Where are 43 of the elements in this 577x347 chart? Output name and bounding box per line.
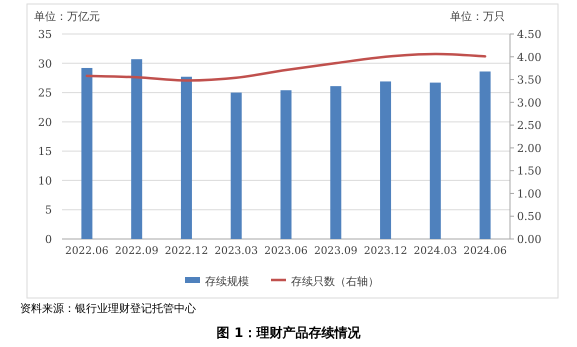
text: 资料来源：银行业理财登记托管中心	[20, 302, 196, 315]
y-tick-label: 15	[38, 145, 52, 158]
x-tick-label: 2023.06	[264, 245, 308, 257]
x-tick-label: 2022.12	[164, 245, 208, 257]
y-tick-label: 25	[38, 86, 52, 100]
x-tick-label: 2024.03	[414, 245, 458, 257]
x-tick-label: 2023.09	[314, 245, 358, 257]
x-tick-label: 2022.06	[65, 245, 109, 257]
text: 图 1：理财产品存续情况	[216, 325, 362, 341]
y2-tick-label: 3.50	[517, 74, 542, 87]
bar	[81, 68, 92, 239]
y2-tick-label: 3.00	[517, 96, 542, 110]
y2-tick-label: 4.00	[517, 50, 542, 64]
bar	[180, 76, 192, 239]
bar	[380, 81, 392, 239]
bar	[480, 71, 491, 239]
bar	[330, 86, 342, 239]
y2-tick-label: 4.50	[517, 28, 542, 41]
y-tick-label: 5	[45, 204, 52, 217]
y2-tick-label: 0.50	[517, 210, 542, 224]
y2-tick-label: 0.00	[517, 233, 542, 246]
legend-label: 存续规模	[205, 275, 249, 288]
x-tick-label: 2024.06	[463, 245, 508, 257]
y-tick-label: 10	[38, 174, 52, 188]
y-axis-title: 单位：万亿元	[34, 10, 100, 23]
x-tick-label: 2023.03	[214, 245, 258, 257]
y-tick-label: 35	[38, 28, 52, 41]
bar	[280, 90, 292, 239]
y2-tick-label: 1.50	[517, 164, 542, 178]
y2-tick-label: 2.50	[517, 119, 542, 132]
y2-tick-label: 1.00	[517, 187, 542, 200]
y-tick-label: 20	[38, 116, 52, 129]
y-tick-label: 0	[45, 233, 52, 246]
legend-label: 存续只数（右轴）	[291, 275, 379, 288]
y2-tick-label: 2.00	[517, 142, 542, 155]
x-tick-label: 2023.12	[364, 245, 408, 257]
x-tick-label: 2022.09	[114, 245, 158, 257]
bar	[230, 92, 242, 239]
y-tick-label: 30	[38, 57, 52, 70]
line-series	[86, 52, 486, 82]
bar	[430, 82, 441, 239]
y2-axis-title: 单位：万只	[450, 10, 505, 23]
bar	[131, 59, 142, 239]
